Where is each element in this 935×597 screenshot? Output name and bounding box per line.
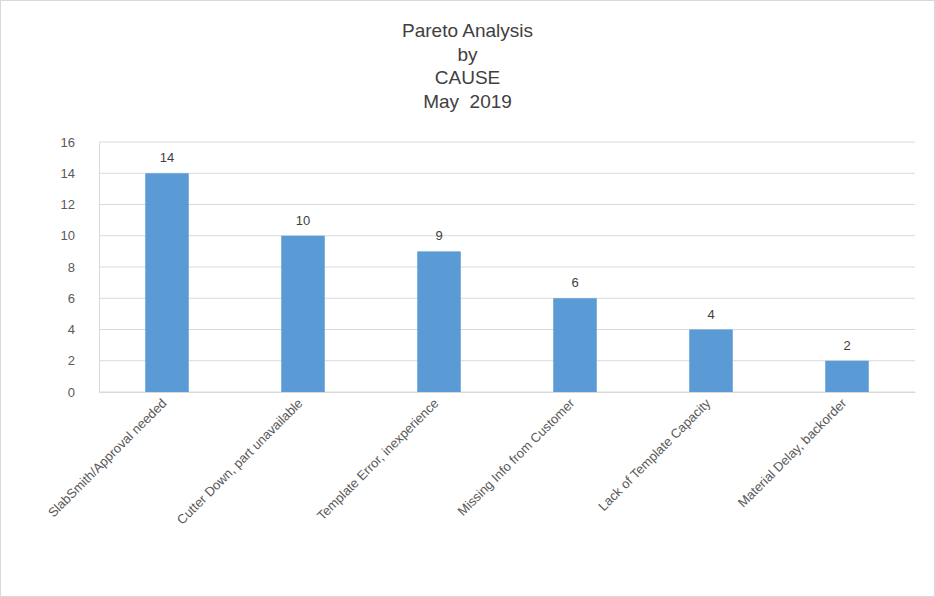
data-label: 9 [435,228,442,243]
y-tick: 10 [61,228,99,243]
y-tick: 2 [68,353,99,368]
bar [281,236,325,392]
y-tick-label: 16 [61,135,75,150]
data-label: 10 [296,213,310,228]
grid [99,142,915,392]
data-label: 6 [571,275,578,290]
grid-line [99,360,915,361]
y-axis-line [99,143,100,393]
y-tick: 4 [68,322,99,337]
y-tick-label: 4 [68,322,75,337]
x-tick-label: Template Error, inexperience [314,396,442,524]
title-line: by [457,44,478,65]
y-tick-label: 6 [68,291,75,306]
x-tick: Material Delay, backorder [735,392,850,510]
x-axis: SlabSmith/Approval neededCutter Down, pa… [45,392,916,527]
data-label: 2 [843,338,850,353]
y-tick-label: 12 [61,197,75,212]
grid-line [99,267,915,268]
title-line: CAUSE [435,67,500,88]
x-tick: Missing Info from Customer [455,392,578,519]
bar [689,330,733,393]
x-tick: SlabSmith/Approval needed [45,392,170,520]
grid-line [99,329,915,330]
grid-line [99,173,915,174]
data-label: 4 [707,307,714,322]
grid-line [99,235,915,236]
grid-line [99,392,915,393]
data-label: 14 [160,150,174,165]
y-tick: 12 [61,197,99,212]
x-tick-label: SlabSmith/Approval needed [45,396,170,521]
grid-line [99,142,915,143]
x-tick-label: Missing Info from Customer [455,395,578,518]
y-tick: 14 [61,166,99,181]
chart-border [1,1,935,597]
plot: 0 2 4 6 8 10 12 14 16 SlabSmith/Approval neededCu… [45,135,916,528]
title-line: May 2019 [423,91,512,112]
y-tick-label: 10 [61,228,75,243]
data-labels: 14 10 9 6 4 2 [160,150,851,353]
grid-line [99,298,915,299]
x-tick: Lack of Template Capacity [595,392,714,514]
y-tick-label: 14 [61,166,75,181]
y-tick-label: 2 [68,353,75,368]
x-tick-label: Lack of Template Capacity [595,395,714,514]
x-tick: Template Error, inexperience [314,392,442,523]
bar [417,251,461,392]
bar [825,361,869,392]
y-tick: 6 [68,291,99,306]
bars [145,173,869,392]
grid-line [99,204,915,205]
x-axis-line [100,392,916,393]
bar [145,173,189,392]
y-tick: 8 [68,260,99,275]
x-tick-label: Material Delay, backorder [735,395,850,510]
y-tick: 0 [68,385,99,400]
x-tick: Cutter Down, part unavailable [174,392,306,527]
y-tick-label: 8 [68,260,75,275]
x-tick-label: Cutter Down, part unavailable [174,396,306,528]
y-axis: 0 2 4 6 8 10 12 14 16 [61,135,100,400]
title: Pareto Analysis byCAUSE May 2019 [402,20,533,112]
title-line: Pareto Analysis [402,20,533,41]
y-tick-label: 0 [68,385,75,400]
chart: Pareto Analysis byCAUSE May 2019 0 2 4 6 8 10 12 1… [0,0,935,597]
bar [553,298,597,392]
y-tick: 16 [61,135,99,150]
